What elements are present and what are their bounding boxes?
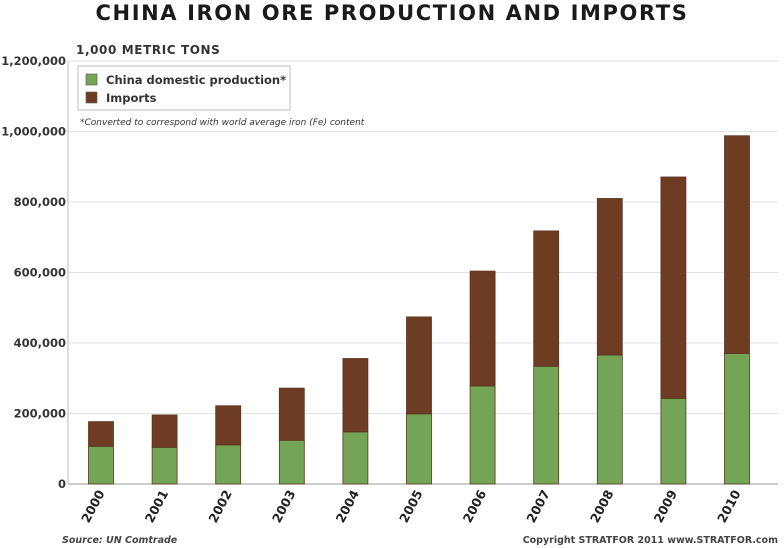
bar-domestic-2008 xyxy=(596,354,623,485)
bar-domestic-2004 xyxy=(342,431,369,485)
y-axis: 0 200,000 400,000 600,000 800,000 1,000,000 1,… xyxy=(1,54,66,491)
bar-domestic-2001 xyxy=(151,446,178,485)
footnote: *Converted to correspond with world aver… xyxy=(80,118,365,128)
bar-imports-2006 xyxy=(469,270,496,387)
copyright-note: Copyright STRATFOR 2011 www.STRATFOR.com xyxy=(523,535,778,546)
bar-imports-2007 xyxy=(533,230,560,367)
y-tick-label: 800,000 xyxy=(14,195,66,209)
bar-domestic-2010 xyxy=(724,353,750,485)
y-tick-label: 1,200,000 xyxy=(1,54,66,68)
legend-box xyxy=(77,65,291,111)
x-tick-label: 2007 xyxy=(523,487,553,525)
bar-domestic-2009 xyxy=(660,397,687,485)
y-tick-label: 200,000 xyxy=(14,407,66,421)
x-tick-label: 2001 xyxy=(142,487,172,525)
bar-imports-2004 xyxy=(342,358,369,433)
legend-swatch-imports xyxy=(85,91,98,104)
x-tick-label: 2000 xyxy=(78,487,108,525)
x-tick-label: 2006 xyxy=(460,487,490,525)
bar-imports-2010 xyxy=(724,135,750,354)
bar-imports-2001 xyxy=(151,414,178,448)
x-tick-label: 2002 xyxy=(205,487,235,525)
bars xyxy=(88,135,750,485)
y-tick-label: 0 xyxy=(58,477,66,491)
x-tick-label: 2004 xyxy=(332,487,362,525)
legend: China domestic production* Imports xyxy=(77,65,291,111)
legend-label-imports: Imports xyxy=(106,91,157,105)
x-axis: 2000 2001 2002 2003 2004 2005 2006 2007 2008 2009… xyxy=(78,487,744,525)
bar-imports-2003 xyxy=(278,387,305,441)
bar-domestic-2006 xyxy=(469,385,496,485)
x-tick-label: 2003 xyxy=(269,487,299,525)
x-tick-label: 2010 xyxy=(714,487,744,525)
unit-label: 1,000 METRIC TONS xyxy=(76,43,220,57)
bar-imports-2005 xyxy=(406,316,432,415)
y-tick-label: 600,000 xyxy=(14,266,66,280)
bar-domestic-2007 xyxy=(533,365,560,485)
y-tick-label: 400,000 xyxy=(14,336,66,350)
legend-label-domestic: China domestic production* xyxy=(106,73,286,87)
legend-swatch-domestic xyxy=(85,73,98,86)
source-note: Source: UN Comtrade xyxy=(62,535,178,546)
bar-imports-2002 xyxy=(215,405,242,446)
bar-domestic-2000 xyxy=(88,445,114,485)
bar-imports-2009 xyxy=(660,176,687,399)
bar-imports-2008 xyxy=(596,198,623,356)
x-tick-label: 2008 xyxy=(587,487,617,525)
x-tick-label: 2005 xyxy=(396,487,426,525)
chart-title: CHINA IRON ORE PRODUCTION AND IMPORTS xyxy=(95,1,689,25)
bar-domestic-2003 xyxy=(278,439,305,485)
y-tick-label: 1,000,000 xyxy=(1,125,66,139)
bar-domestic-2005 xyxy=(406,413,432,485)
bar-imports-2000 xyxy=(88,421,114,447)
bar-domestic-2002 xyxy=(215,444,242,485)
x-tick-label: 2009 xyxy=(650,487,680,525)
